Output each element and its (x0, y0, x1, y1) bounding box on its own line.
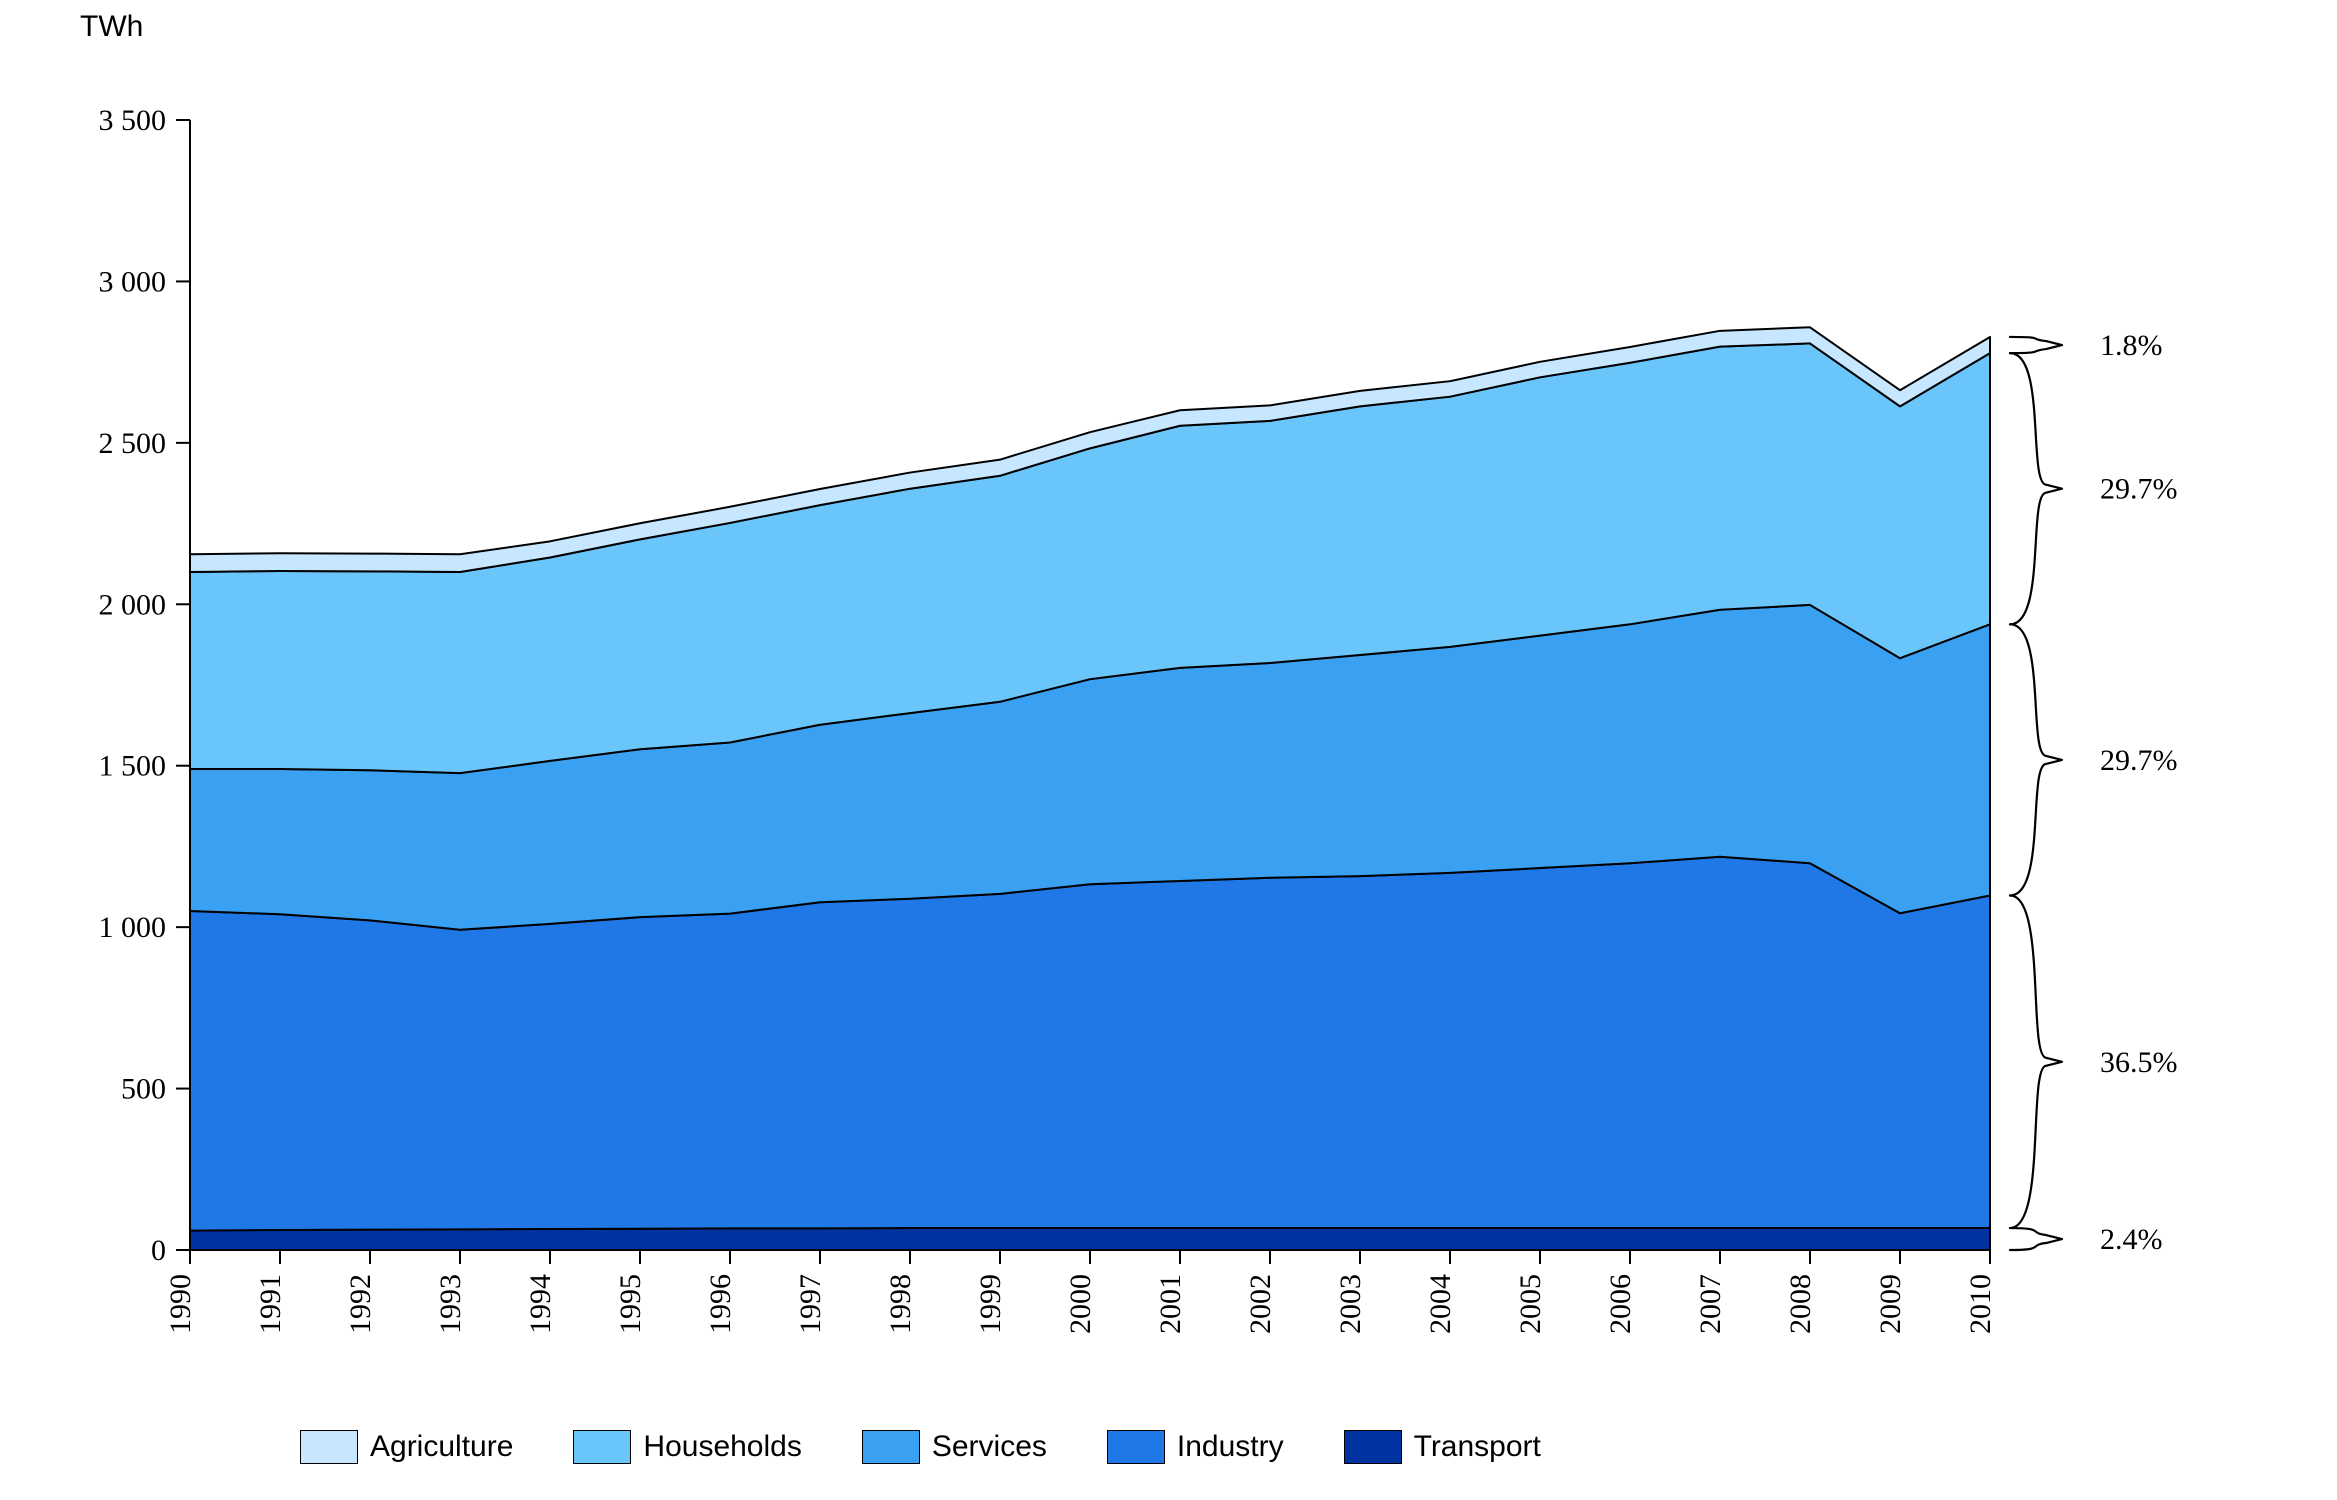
legend-label-transport: Transport (1414, 1430, 1541, 1464)
x-tick-label: 2001 (1154, 1274, 1187, 1334)
legend-item-agriculture: Agriculture (300, 1430, 513, 1464)
y-tick-label: 0 (151, 1234, 166, 1267)
brace-industry (2010, 896, 2062, 1229)
legend-label-services: Services (932, 1430, 1047, 1464)
legend: Agriculture Households Services Industry Tra… (300, 1430, 1541, 1464)
stacked-area-chart: 0 500 1 000 1 500 2 000 2 500 3 000 3 500 1990 19… (0, 0, 2337, 1500)
legend-label-industry: Industry (1177, 1430, 1284, 1464)
x-tick-label: 2000 (1064, 1274, 1097, 1334)
annotation-transport: 2.4% (2100, 1223, 2163, 1256)
y-axis-title: TWh (80, 10, 143, 44)
x-tick-label: 1995 (614, 1274, 647, 1334)
x-tick-label: 2006 (1604, 1274, 1637, 1334)
legend-swatch-agriculture (300, 1430, 358, 1464)
x-tick-label: 1990 (164, 1274, 197, 1334)
legend-swatch-services (862, 1430, 920, 1464)
annotation-services: 29.7% (2100, 744, 2178, 777)
x-tick-label: 2003 (1334, 1274, 1367, 1334)
x-tick-label: 1992 (344, 1274, 377, 1334)
y-tick-label: 500 (121, 1073, 166, 1106)
y-tick-label: 2 000 (99, 588, 167, 621)
annotation-agriculture: 1.8% (2100, 329, 2163, 362)
legend-swatch-transport (1344, 1430, 1402, 1464)
legend-label-agriculture: Agriculture (370, 1430, 513, 1464)
y-tick-label: 2 500 (99, 427, 167, 460)
x-tick-label: 1997 (794, 1274, 827, 1334)
x-tick-label: 2010 (1964, 1274, 1997, 1334)
x-tick-label: 2008 (1784, 1274, 1817, 1334)
x-tick-label: 1999 (974, 1274, 1007, 1334)
x-tick-label: 1994 (524, 1274, 557, 1334)
brace-services (2010, 624, 2062, 895)
legend-swatch-households (573, 1430, 631, 1464)
x-tick-label: 1996 (704, 1274, 737, 1334)
x-tick-label: 2005 (1514, 1274, 1547, 1334)
legend-item-households: Households (573, 1430, 801, 1464)
legend-swatch-industry (1107, 1430, 1165, 1464)
x-tick-label: 2002 (1244, 1274, 1277, 1334)
annotation-households: 29.7% (2100, 473, 2178, 506)
y-tick-label: 3 500 (99, 104, 167, 137)
x-tick-label: 1993 (434, 1274, 467, 1334)
legend-label-households: Households (643, 1430, 801, 1464)
brace-transport (2010, 1228, 2062, 1250)
chart-container: TWh 0 500 1 000 1 500 2 000 2 500 3 000 3 500 19… (0, 0, 2337, 1500)
brace-households (2010, 353, 2062, 624)
legend-item-services: Services (862, 1430, 1047, 1464)
x-tick-label: 1998 (884, 1274, 917, 1334)
y-tick-label: 1 500 (99, 750, 167, 783)
legend-item-industry: Industry (1107, 1430, 1284, 1464)
x-tick-label: 2007 (1694, 1274, 1727, 1334)
brace-agriculture (2010, 337, 2062, 353)
x-tick-label: 1991 (254, 1274, 287, 1334)
y-tick-label: 3 000 (99, 265, 167, 298)
area-transport (190, 1228, 1990, 1250)
legend-item-transport: Transport (1344, 1430, 1541, 1464)
x-tick-label: 2004 (1424, 1274, 1457, 1334)
x-tick-label: 2009 (1874, 1274, 1907, 1334)
y-tick-label: 1 000 (99, 911, 167, 944)
annotation-industry: 36.5% (2100, 1046, 2178, 1079)
